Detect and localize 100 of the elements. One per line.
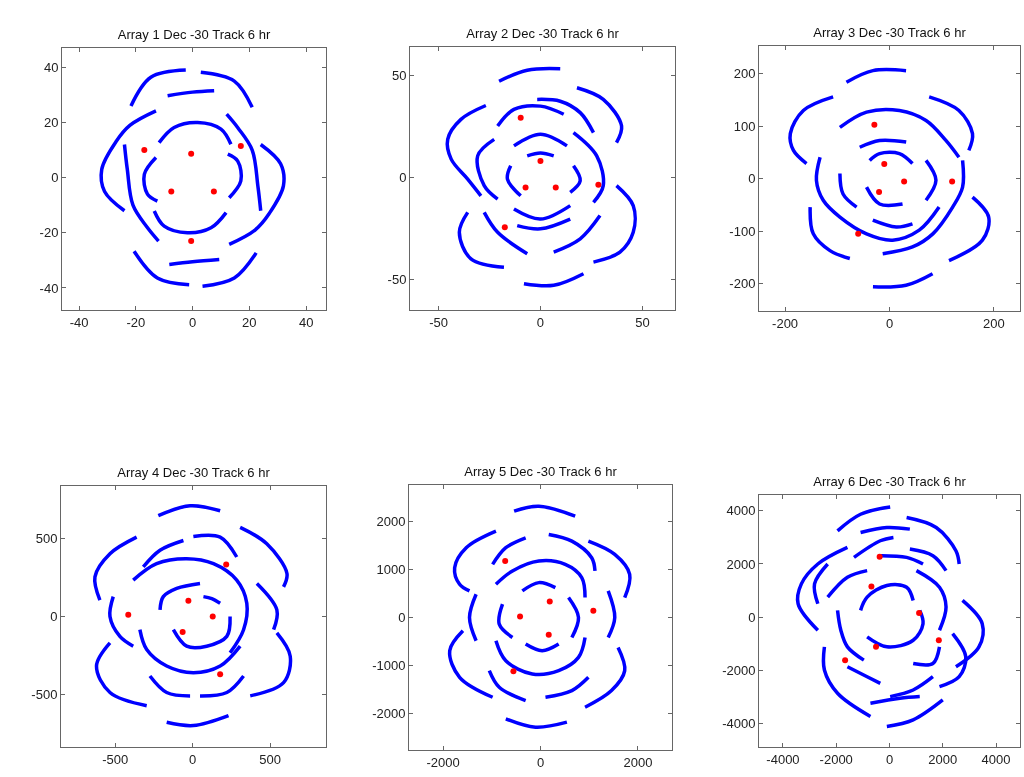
point — [223, 561, 230, 568]
chart-title: Array 4 Dec -30 Track 6 hr — [117, 465, 271, 480]
point — [590, 607, 597, 614]
y-tick-label: 4000 — [726, 503, 756, 519]
x-tick-label: 0 — [189, 751, 197, 767]
line-series — [152, 209, 228, 235]
chart-title: Array 1 Dec -30 Track 6 hr — [117, 27, 271, 42]
line-series — [457, 210, 506, 269]
line-series — [571, 130, 606, 205]
line-series — [92, 535, 139, 602]
line-series — [142, 155, 160, 203]
point — [125, 611, 132, 618]
line-series — [94, 641, 149, 708]
point — [842, 657, 849, 664]
line-series — [586, 539, 632, 600]
point — [868, 583, 875, 590]
chart-title: Array 5 Dec -30 Track 6 hr — [464, 464, 618, 479]
y-tick-label: -4000 — [722, 715, 756, 731]
x-tick-label: -20 — [126, 314, 146, 330]
line-series — [445, 103, 488, 198]
x-tick-label: 0 — [536, 314, 545, 330]
x-tick-label: 0 — [885, 751, 894, 767]
line-series — [575, 86, 624, 145]
y-tick-label: 0 — [399, 170, 407, 186]
point — [537, 157, 544, 164]
x-tick-label: -50 — [429, 314, 448, 330]
line-series — [583, 645, 627, 709]
x-tick-label: 0 — [885, 315, 894, 331]
x-tick-label: -500 — [102, 751, 129, 767]
y-tick-label: 100 — [733, 118, 756, 134]
x-tick-label: 2000 — [623, 754, 653, 770]
y-tick-label: -20 — [39, 225, 59, 241]
point — [873, 643, 880, 650]
point — [876, 553, 883, 560]
line-series — [927, 95, 975, 153]
point — [217, 671, 224, 678]
line-series — [904, 515, 961, 566]
point — [881, 161, 888, 168]
point — [510, 668, 517, 675]
y-tick-label: 2000 — [376, 513, 406, 529]
point — [188, 150, 195, 157]
point — [168, 188, 175, 195]
chart-title: Array 6 Dec -30 Track 6 hr — [813, 474, 967, 489]
point — [517, 114, 524, 121]
point — [876, 188, 883, 195]
point — [188, 238, 195, 245]
y-tick-label: -100 — [729, 223, 756, 239]
point — [855, 230, 862, 237]
x-tick-label: 2000 — [928, 751, 958, 767]
line-series — [122, 142, 161, 243]
x-tick-label: -2000 — [426, 754, 460, 770]
line-series — [494, 558, 587, 600]
x-tick-label: 0 — [536, 754, 545, 770]
y-tick-label: 1000 — [376, 561, 406, 577]
line-series — [546, 532, 597, 573]
y-tick-label: 20 — [43, 115, 59, 131]
y-tick-label: 500 — [35, 531, 58, 547]
point — [502, 558, 509, 565]
line-series — [795, 545, 850, 633]
y-tick-label: 0 — [748, 609, 756, 625]
point — [237, 142, 244, 149]
point — [916, 610, 923, 617]
y-tick-label: -50 — [387, 271, 407, 287]
y-tick-label: 40 — [43, 59, 59, 75]
x-tick-label: -200 — [772, 315, 799, 331]
line-series — [158, 581, 202, 612]
point — [517, 613, 524, 620]
point — [545, 631, 552, 638]
point — [185, 597, 192, 604]
line-series — [535, 97, 596, 135]
line-series — [238, 525, 289, 589]
x-tick-label: -40 — [69, 314, 89, 330]
y-tick-label: 0 — [50, 609, 58, 625]
line-series — [914, 568, 948, 633]
point — [595, 181, 602, 188]
point — [546, 598, 553, 605]
line-series — [99, 109, 158, 213]
line-series — [788, 95, 835, 166]
line-series — [494, 635, 587, 677]
x-tick-label: 4000 — [981, 751, 1011, 767]
line-series — [447, 629, 495, 699]
y-tick-label: 2000 — [726, 556, 756, 572]
line-series — [475, 137, 500, 201]
line-series — [835, 608, 866, 662]
line-series — [227, 142, 286, 247]
point — [552, 184, 559, 191]
x-tick-label: -2000 — [819, 751, 853, 767]
line-series — [865, 608, 925, 649]
y-tick-label: -40 — [39, 280, 59, 296]
line-series — [858, 582, 915, 613]
line-series — [226, 152, 244, 200]
y-tick-label: 200 — [733, 66, 756, 82]
point — [935, 637, 942, 644]
x-tick-label: -4000 — [766, 751, 800, 767]
y-tick-label: -2000 — [722, 662, 756, 678]
line-series — [108, 594, 135, 648]
y-tick-label: -200 — [729, 276, 756, 292]
line-series — [821, 645, 873, 719]
point — [522, 184, 529, 191]
point — [209, 613, 216, 620]
